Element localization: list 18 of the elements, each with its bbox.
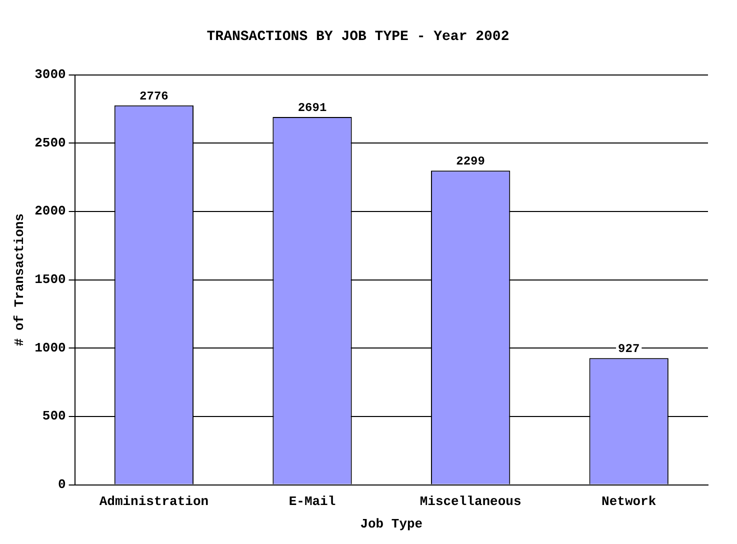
chart-title: TRANSACTIONS BY JOB TYPE - Year 2002: [206, 28, 510, 45]
y-tick-label: 500: [42, 408, 66, 424]
x-tick-label: Network: [602, 494, 656, 509]
data-label: 2299: [456, 154, 485, 169]
x-tick-label: E-Mail: [288, 494, 336, 509]
data-label: 2776: [140, 89, 168, 104]
data-label: 927: [618, 342, 640, 356]
y-tick-label: 2000: [34, 204, 66, 219]
y-tick-label: 3000: [34, 67, 66, 82]
y-tick-label: 0: [58, 477, 66, 492]
y-tick-label: 1000: [34, 340, 66, 356]
y-tick-label: 1500: [34, 272, 66, 288]
x-axis-title: Job Type: [360, 516, 423, 532]
y-tick-label: 2500: [34, 135, 66, 150]
x-tick-label: Miscellaneous: [420, 494, 522, 509]
data-label: 2691: [298, 101, 327, 116]
y-axis-title: # of Transactions: [12, 213, 28, 346]
x-tick-label: Administration: [99, 494, 209, 509]
